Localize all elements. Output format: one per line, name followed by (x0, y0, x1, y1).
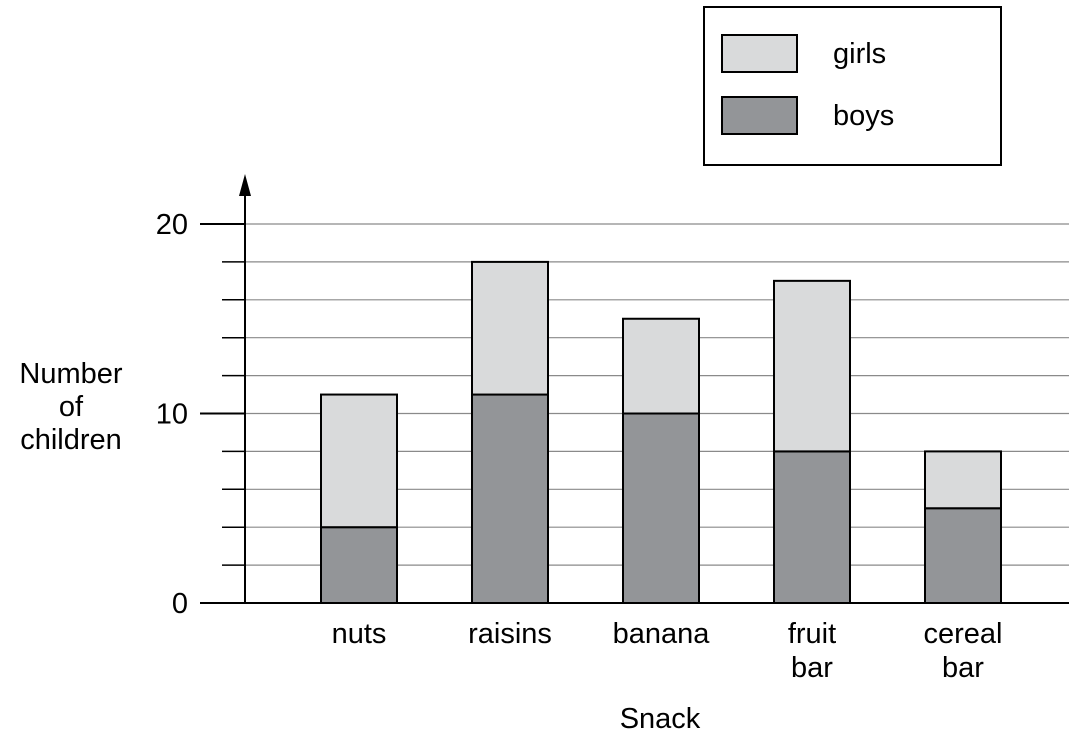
legend-box (703, 6, 1002, 166)
x-category-label: nuts (332, 618, 387, 650)
y-tick-label: 0 (172, 588, 188, 620)
x-axis-title: Snack (620, 703, 701, 735)
legend-swatch-girls (721, 34, 798, 73)
legend-label-boys: boys (833, 100, 894, 132)
bar-girls-fruit-bar (773, 279, 851, 453)
bar-girls-cereal-bar (924, 450, 1002, 510)
bar-girls-raisins (471, 260, 549, 396)
x-category-label: bar (942, 652, 984, 684)
y-axis-title-line: Number (19, 358, 122, 390)
y-tick-label: 20 (156, 209, 188, 241)
bar-boys-nuts (320, 526, 398, 605)
x-category-label: cereal (924, 618, 1003, 650)
legend: girls boys (703, 6, 1002, 166)
bar-boys-fruit-bar (773, 450, 851, 604)
y-tick-labels: 0 10 20 (156, 209, 188, 620)
bars (320, 260, 1002, 605)
x-category-label: fruit (788, 618, 836, 650)
x-category-label: raisins (468, 618, 552, 650)
axes (200, 174, 1069, 604)
x-category-label: bar (791, 652, 833, 684)
x-category-label: banana (613, 618, 711, 650)
bar-boys-cereal-bar (924, 507, 1002, 604)
bar-girls-nuts (320, 393, 398, 529)
y-axis-title-line: children (20, 424, 122, 456)
y-tick-label: 10 (156, 399, 188, 431)
legend-swatch-boys (721, 96, 798, 135)
y-axis-title-line: of (59, 391, 84, 423)
bar-boys-raisins (471, 393, 549, 604)
legend-label-girls: girls (833, 38, 886, 70)
y-axis-arrow (239, 174, 251, 196)
bar-boys-banana (622, 412, 700, 604)
bar-girls-banana (622, 317, 700, 415)
